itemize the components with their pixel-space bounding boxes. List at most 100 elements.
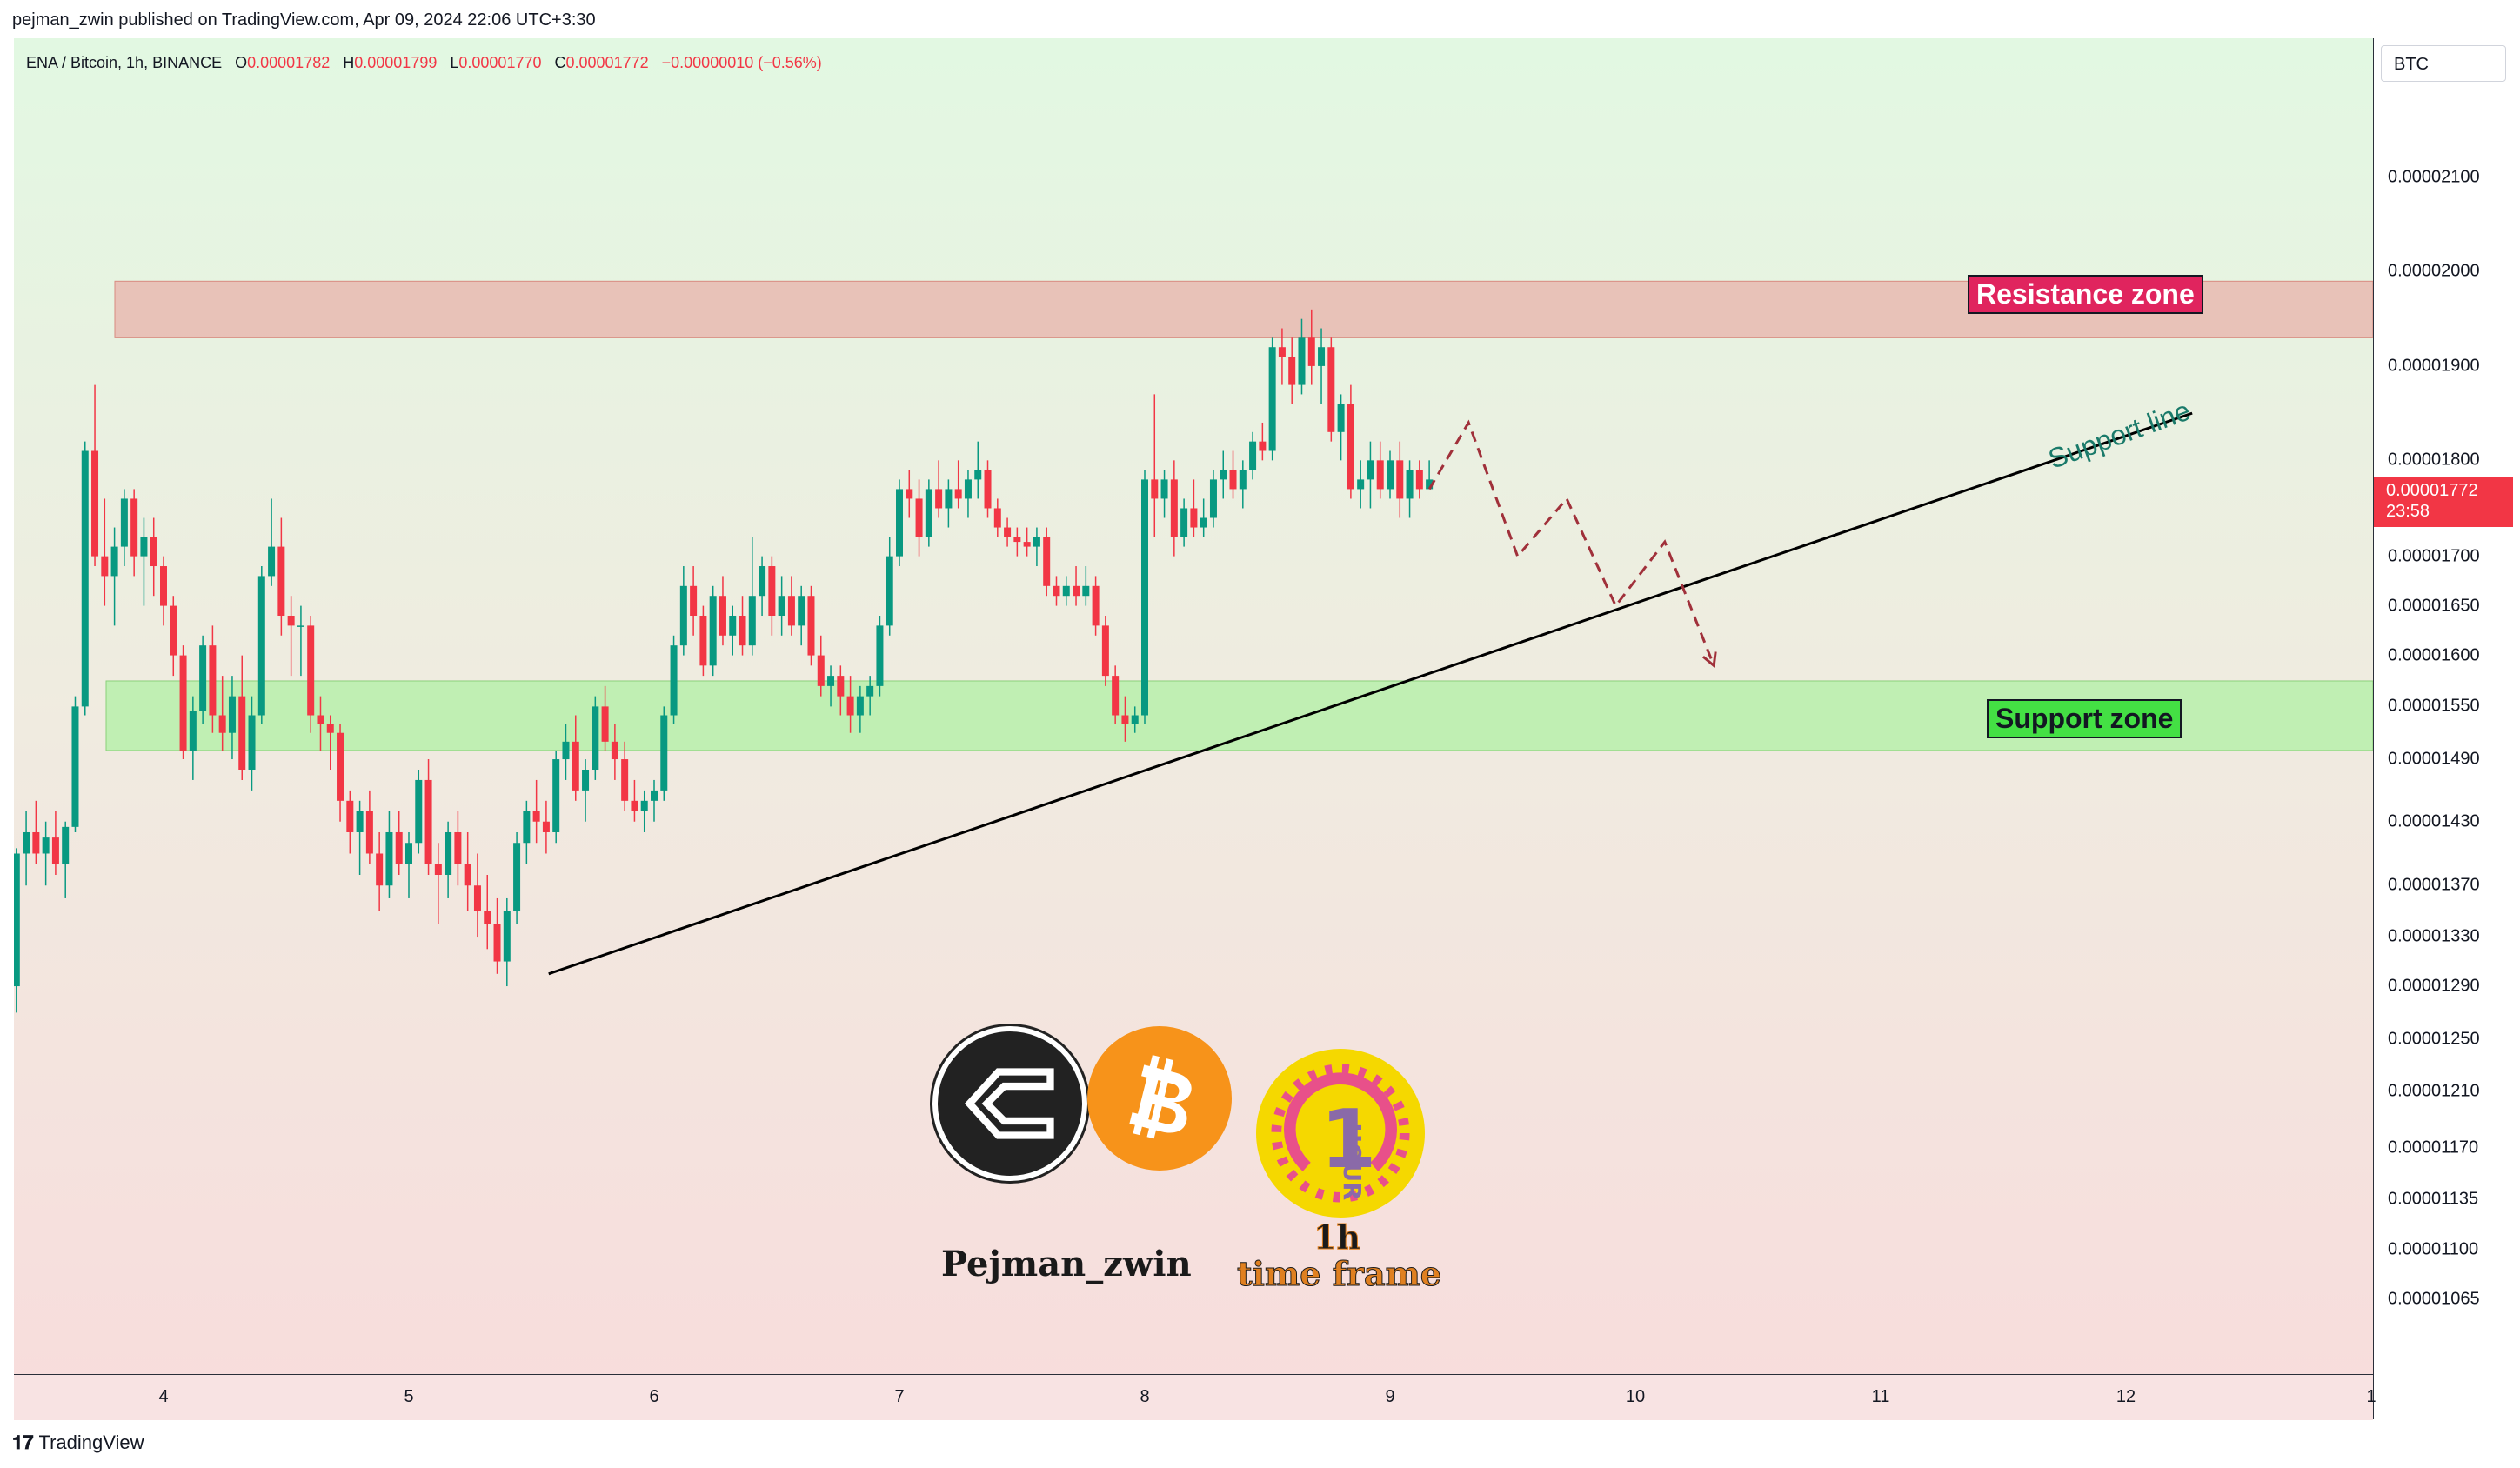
candle-body: [1121, 715, 1129, 724]
bitcoin-logo-icon: [1087, 1026, 1232, 1171]
candle: [257, 566, 265, 724]
symbol-label[interactable]: ENA / Bitcoin, 1h, BINANCE: [26, 54, 223, 71]
candle: [906, 470, 913, 518]
candle: [1101, 615, 1109, 686]
candle: [140, 517, 148, 606]
candle: [817, 635, 825, 697]
candle: [376, 831, 384, 911]
candle: [484, 874, 491, 950]
candle-body: [385, 831, 393, 886]
candle: [1327, 337, 1335, 442]
currency-selector[interactable]: BTC: [2381, 45, 2506, 82]
candle: [317, 696, 324, 751]
candle-body: [307, 625, 315, 716]
candle: [1082, 566, 1090, 606]
price-tick-label: 0.00001430: [2388, 811, 2480, 831]
candle: [925, 479, 932, 547]
candle: [886, 537, 893, 636]
projected-path[interactable]: [1427, 419, 1715, 666]
candle-body: [1053, 585, 1060, 597]
footer-brand: TradingView: [38, 1431, 144, 1453]
candle-body: [209, 645, 217, 716]
candle: [307, 615, 315, 733]
candle-body: [660, 715, 668, 791]
candle: [876, 615, 884, 697]
price-tick-label: 0.00002000: [2388, 261, 2480, 281]
candle: [130, 489, 138, 577]
high-key: H: [343, 54, 355, 71]
time-tick-label: 9: [1385, 1387, 1395, 1406]
price-tick-label: 0.00001290: [2388, 976, 2480, 996]
candle-body: [631, 800, 638, 811]
candle-body: [886, 556, 893, 626]
candle: [228, 676, 236, 760]
candle-body: [846, 696, 854, 716]
candle: [120, 489, 128, 567]
candle: [81, 441, 89, 716]
candle-body: [768, 566, 776, 616]
candle: [719, 576, 726, 646]
candle-body: [484, 911, 491, 924]
candle: [199, 635, 207, 724]
candle-body: [1318, 347, 1326, 366]
candle: [62, 821, 70, 898]
candle-body: [365, 811, 373, 854]
candle: [1396, 441, 1404, 518]
candle-body: [739, 615, 746, 646]
candle: [601, 685, 609, 751]
candle-body: [91, 450, 99, 557]
candle: [651, 779, 658, 822]
candle: [768, 556, 776, 636]
candle-body: [1278, 347, 1286, 357]
candle-body: [1151, 479, 1159, 499]
candle: [915, 479, 923, 557]
candle: [670, 635, 678, 724]
time-axis[interactable]: 4 5 6 7 8 9 10 11 12 1: [14, 1374, 2376, 1420]
candle: [1347, 384, 1354, 499]
candle: [1229, 450, 1237, 499]
candle: [778, 576, 785, 636]
candle: [1190, 479, 1198, 537]
candle: [1387, 450, 1394, 499]
candle-body: [248, 715, 256, 770]
candle-body: [199, 645, 207, 711]
candle-body: [837, 676, 845, 697]
projection-arrowhead: [1701, 651, 1717, 669]
candle-body: [974, 470, 982, 480]
candle: [503, 897, 511, 987]
ena-glyph-icon: [964, 1068, 1054, 1139]
support-trendline[interactable]: [548, 411, 2193, 976]
price-tick-label: 0.00001600: [2388, 645, 2480, 665]
candle: [759, 556, 766, 616]
candle-body: [1376, 460, 1384, 490]
candle-body: [523, 811, 531, 844]
candle: [837, 665, 845, 716]
candle-body: [679, 585, 687, 646]
candle: [954, 460, 962, 509]
candle: [846, 676, 854, 733]
candle-body: [925, 489, 932, 537]
candle: [23, 811, 30, 886]
candle-body: [228, 696, 236, 733]
candle-body: [807, 596, 815, 656]
low-key: L: [450, 54, 459, 71]
candle: [984, 460, 992, 518]
candle: [1180, 498, 1188, 547]
candle-body: [1307, 337, 1315, 366]
candle-body: [140, 537, 148, 557]
time-tick-label: 8: [1140, 1387, 1150, 1406]
candle: [1337, 394, 1345, 461]
chart-area[interactable]: ENA / Bitcoin, 1h, BINANCE O0.00001782 H…: [14, 38, 2373, 1419]
candle: [326, 715, 334, 770]
candle: [337, 724, 344, 822]
candle-body: [866, 685, 874, 697]
candle-body: [621, 759, 629, 801]
price-axis[interactable]: BTC 0.00002100 0.00002000 0.00001900 0.0000…: [2373, 38, 2520, 1419]
candle-body: [81, 450, 89, 707]
candle: [640, 790, 648, 832]
candle-body: [542, 821, 550, 832]
candle-body: [1043, 537, 1051, 586]
tradingview-footer[interactable]: 𝟏𝟕 TradingView: [12, 1431, 144, 1454]
open-key: O: [235, 54, 248, 71]
candle-body: [1347, 404, 1354, 490]
